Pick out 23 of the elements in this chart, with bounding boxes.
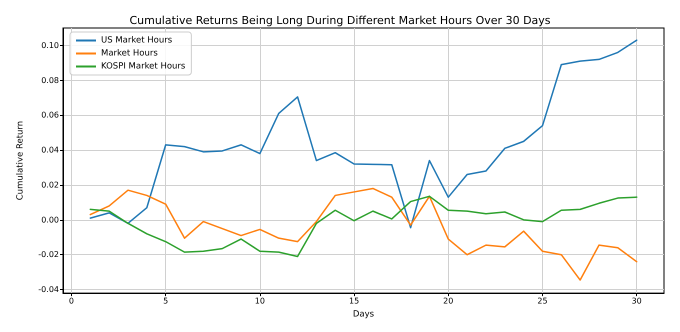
x-tick-label: 15: [348, 296, 360, 306]
x-tick-label: 5: [163, 296, 168, 306]
x-tick-label: 25: [537, 296, 548, 306]
legend-label: Market Hours: [101, 48, 158, 58]
x-tick-label: 20: [443, 296, 454, 306]
x-tick-label: 10: [254, 296, 265, 306]
y-tick-label: 0.02: [41, 180, 59, 190]
x-tick-label: 0: [68, 296, 74, 306]
y-tick-label: -0.02: [38, 250, 59, 260]
x-axis-title: Days: [352, 310, 375, 320]
line-series: [90, 196, 638, 258]
chart-title: Cumulative Returns Being Long During Different Market Hours Over 30 Days: [129, 14, 551, 27]
line-series: [90, 188, 638, 281]
y-axis-title: Cumulative Return: [16, 120, 26, 200]
legend-label: KOSPI Market Hours: [101, 62, 186, 72]
y-tick-label: 0.00: [41, 215, 59, 224]
y-tick-label: -0.04: [38, 285, 59, 294]
x-tick-label: 30: [632, 296, 642, 306]
y-tick-label: 0.10: [41, 40, 59, 50]
y-tick-label: 0.04: [41, 146, 59, 155]
y-tick-label: 0.08: [41, 76, 59, 85]
legend-label: US Market Hours: [101, 36, 173, 46]
y-tick-label: 0.06: [41, 110, 59, 120]
